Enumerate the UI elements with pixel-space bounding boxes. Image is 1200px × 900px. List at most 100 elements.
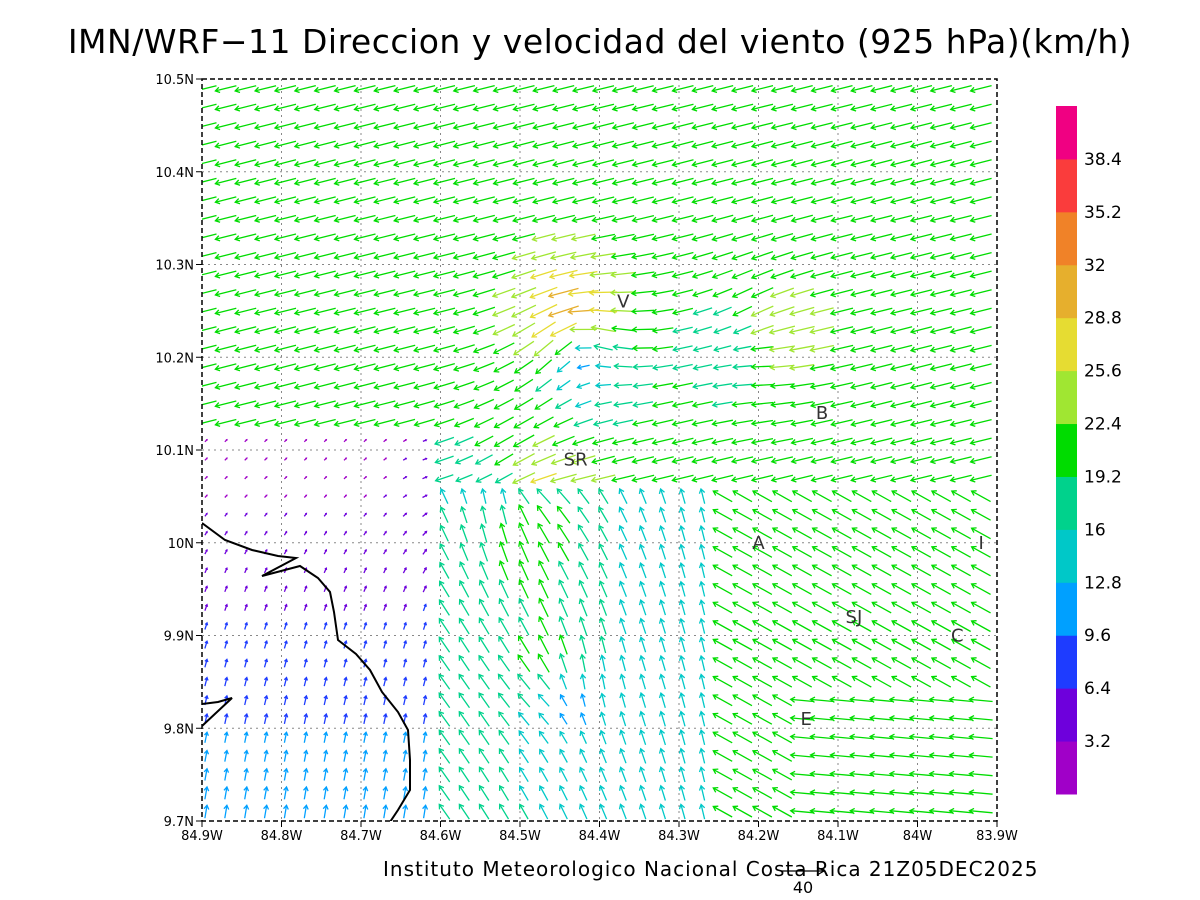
lon-tick-label: 84.9W [181,829,223,844]
wind-arrow [323,438,328,443]
wind-arrow [263,530,268,536]
wind-arrow [910,490,932,503]
wind-arrow [402,585,407,593]
wind-arrow [243,694,249,706]
colorbar-segment [1056,211,1077,266]
axis-ticks: 84.9W 84.8W 84.7W 84.6W 84.5W 84.4W 84.3W 84.2W… [155,73,1018,844]
wind-arrow [498,711,510,727]
wind-arrow [929,307,953,316]
wind-arrow [383,548,387,555]
colorbar-label: 22.4 [1084,415,1122,435]
wind-arrow [532,159,555,168]
wind-arrow [253,122,277,131]
wind-arrow [611,474,635,483]
wind-arrow [492,103,515,112]
wind-arrow [202,85,217,90]
wind-arrow [870,103,893,112]
wind-arrow [273,381,297,390]
colorbar-segment [1056,688,1077,742]
wind-arrow [403,658,408,668]
wind-arrow [568,270,598,279]
wind-arrow [692,288,713,298]
wind-arrow [698,673,706,690]
wind-arrow [691,233,714,242]
wind-arrow [771,731,793,744]
wind-arrow [554,398,572,409]
wind-arrow [678,506,686,523]
wind-arrow [493,434,514,447]
wind-arrow [732,527,753,540]
wind-arrow [811,601,832,614]
wind-arrow [698,506,706,523]
wind-arrow [303,731,309,743]
wind-arrow [850,177,873,186]
wind-arrow [422,566,427,574]
wind-arrow [253,289,277,298]
wind-arrow [791,545,813,558]
wind-arrow [651,345,674,353]
wind-arrow [402,731,408,743]
wind-arrow [611,159,635,168]
wind-arrow [711,84,734,94]
wind-arrow [891,490,912,503]
wind-arrow [598,598,608,616]
wind-arrow [618,766,627,783]
wind-arrow [493,416,514,429]
wind-arrow [970,545,991,558]
wind-arrow [353,233,376,242]
wind-arrow [678,543,686,560]
wind-arrow [870,418,893,428]
wind-arrow [631,214,655,223]
wind-arrow [234,214,257,223]
wind-arrow [968,770,993,778]
wind-arrow [303,530,308,536]
wind-arrow [732,731,753,744]
wind-arrow [949,196,972,205]
wind-arrow [632,401,654,408]
wind-arrow [303,694,309,706]
wind-arrow [869,326,893,335]
wind-arrow [530,453,556,466]
wind-arrow [283,804,289,819]
wind-arrow [472,325,496,335]
wind-arrow [402,530,407,536]
wind-arrow [611,196,635,205]
wind-arrow [870,122,893,131]
wind-arrow [393,418,416,428]
wind-arrow [698,543,706,560]
wind-arrow [579,730,587,744]
wind-arrow [910,638,932,651]
wind-arrow [618,543,628,560]
wind-arrow [438,636,451,653]
wind-arrow [591,85,615,94]
wind-arrow [829,381,854,390]
wind-arrow [790,84,813,94]
wind-arrow [732,490,753,503]
wind-arrow [438,784,451,801]
wind-arrow [871,564,892,577]
wind-arrow [732,325,752,335]
wind-arrow [550,233,576,242]
wind-arrow [293,251,316,261]
wind-arrow [323,749,329,762]
wind-arrow [551,196,575,205]
wind-arrow [671,177,694,186]
wind-arrow [889,177,913,186]
wind-arrow [512,122,535,131]
wind-arrow [273,307,297,316]
wind-arrow [809,696,834,703]
wind-arrow [402,639,408,649]
wind-arrow [323,512,328,517]
wind-arrow [909,363,933,372]
wind-arrow [283,512,288,517]
wind-arrow [889,270,913,279]
wind-arrow [333,307,356,316]
wind-arrow [658,543,667,560]
wind-arrow [651,214,674,223]
wind-arrow [658,691,666,708]
wind-arrow [770,456,794,465]
wind-arrow [422,785,428,800]
wind-arrow [831,601,852,614]
wind-arrow [948,752,973,759]
